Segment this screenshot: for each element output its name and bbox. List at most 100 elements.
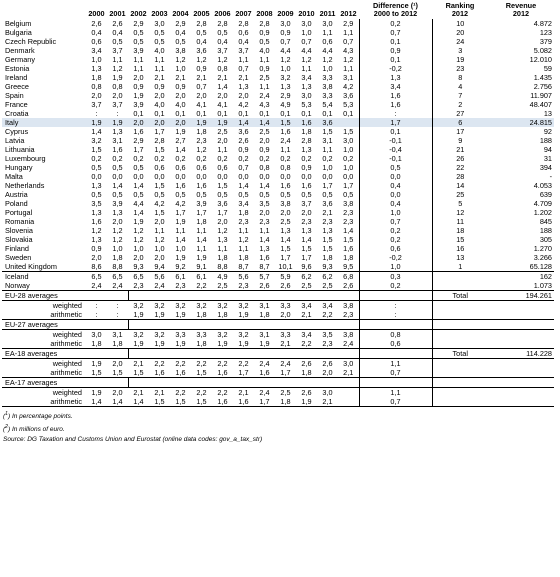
- year-value: 0,5: [175, 37, 186, 46]
- year-value: 2,6: [238, 136, 249, 145]
- year-value: 2,0: [154, 91, 165, 100]
- year-value: 1,1: [196, 226, 207, 235]
- year-value: 2,3: [301, 217, 312, 226]
- year-value: 1,3: [238, 82, 249, 91]
- year-value: 2,0: [170, 118, 191, 127]
- year-value: 1,8: [196, 339, 207, 348]
- section-spacer: [128, 290, 359, 301]
- year-value: 1,0: [280, 64, 291, 73]
- year-value: 2,0: [91, 253, 102, 262]
- year-value: 2,4: [91, 281, 102, 290]
- year-value: 2,0: [128, 118, 149, 127]
- year-value: 4,4: [133, 199, 144, 208]
- difference-value: 0,0: [358, 190, 433, 199]
- revenue-blank: [488, 388, 554, 398]
- year-value: 1,7: [175, 208, 186, 217]
- year-value: 0,5: [154, 28, 165, 37]
- difference-value: 1,0: [358, 208, 433, 217]
- year-value: 9,3: [133, 262, 144, 271]
- ranking-header-line1: Ranking: [445, 1, 475, 10]
- ranking-value: 14: [456, 181, 465, 190]
- year-value: 5,4: [322, 100, 333, 109]
- year-value: 1,4: [259, 235, 270, 244]
- year-value: 1,2: [91, 226, 102, 235]
- year-value: 1,9: [91, 359, 102, 368]
- year-value: 0,5: [259, 37, 270, 46]
- country-name: Ireland: [5, 73, 28, 82]
- country-name: Bulgaria: [5, 28, 32, 37]
- year-value: 4,1: [196, 100, 207, 109]
- difference-value: 0,4: [358, 181, 433, 190]
- year-value: 1,2: [133, 235, 144, 244]
- year-value: 1,0: [343, 163, 354, 172]
- difference-value: 0,5: [358, 163, 433, 172]
- revenue-value: 639: [539, 190, 552, 199]
- revenue-value: 31: [543, 154, 552, 163]
- header-row: 2000 2001 2002 2003 2004 2005 2006 2007 …: [2, 0, 554, 19]
- table-row: Netherlands 1,3 1,4 1,4 1,5 1,6 1,6 1,5 1,4 1,4 1,…: [2, 181, 554, 190]
- year-value: 2,9: [133, 19, 144, 28]
- year-value: 2,2: [175, 359, 186, 368]
- year-value: 0,0: [301, 172, 312, 181]
- difference-header-line1: Difference (¹): [372, 1, 418, 10]
- year-value: 1,2: [154, 235, 165, 244]
- difference-value: -0,2: [358, 253, 433, 262]
- year-value: 2,8: [301, 136, 312, 145]
- year-value: 2,3: [322, 339, 333, 348]
- year-value: 1,9: [238, 310, 249, 319]
- table-row: Iceland 6,5 6,5 6,5 5,6 6,1 6,1 4,9 5,6 5,7 5,9 6,2…: [2, 271, 554, 281]
- year-value: 2,5: [259, 73, 270, 82]
- year-value: 2,3: [343, 310, 354, 319]
- year-value: 0,7: [280, 37, 291, 46]
- year-value: 1,8: [343, 253, 354, 262]
- year-value: 1,3: [91, 181, 102, 190]
- year-value: 2,0: [91, 91, 102, 100]
- year-value: 1,3: [301, 226, 312, 235]
- year-value: 3,5: [259, 199, 270, 208]
- revenue-blank: [488, 330, 554, 340]
- year-value: 2,5: [217, 281, 228, 290]
- average-row: arithmetic:: 1,9 1,9 1,9 1,8 1,8 1,9 1,8 2,0 2,1 2…: [2, 310, 554, 320]
- year-value: 4,2: [343, 82, 354, 91]
- year-value: 0,2: [217, 154, 228, 163]
- year-value: 2,2: [217, 359, 228, 368]
- average-row: weighted:: 3,2 3,2 3,2 3,2 3,2 3,2 3,1 3,3 3,4 3,4…: [2, 300, 554, 310]
- revenue-value: 123: [539, 28, 552, 37]
- year-value: 0,6: [196, 163, 207, 172]
- year-value: 0,9: [175, 82, 186, 91]
- country-name: Latvia: [5, 136, 25, 145]
- revenue-blank: [488, 368, 554, 378]
- year-value: 1,1: [238, 226, 249, 235]
- year-value: 1,5: [91, 145, 102, 154]
- ranking-value: 16: [456, 244, 465, 253]
- year-value: 0,4: [175, 28, 186, 37]
- difference-value: :: [358, 310, 433, 320]
- year-value: 1,1: [259, 82, 270, 91]
- year-value: 1,1: [343, 28, 354, 37]
- year-value: 3,0: [322, 19, 333, 28]
- year-value: 0,2: [196, 154, 207, 163]
- year-value: 0,5: [217, 190, 228, 199]
- year-value: 1,3: [91, 208, 102, 217]
- year-value: 1,9: [86, 118, 107, 127]
- country-name: Belgium: [5, 19, 32, 28]
- year-value: 4,0: [154, 100, 165, 109]
- year-value: 3,2: [154, 301, 165, 310]
- year-value: 2,9: [343, 19, 354, 28]
- year-value: 0,1: [259, 109, 270, 118]
- year-value: 1,5: [149, 397, 170, 407]
- year-value: 0,7: [238, 64, 249, 73]
- country-name: Spain: [5, 91, 24, 100]
- year-value: 1,4: [175, 145, 186, 154]
- country-name: Croatia: [5, 109, 29, 118]
- year-value: 2,2: [238, 359, 249, 368]
- year-value: 8,8: [112, 262, 123, 271]
- year-value: :: [95, 301, 98, 310]
- year-value: 8,7: [259, 262, 270, 271]
- year-value: 1,4: [86, 397, 107, 407]
- year-value: 2,5: [259, 127, 270, 136]
- year-value: 1,2: [133, 226, 144, 235]
- year-value: 0,1: [196, 109, 207, 118]
- year-value: 2,9: [175, 19, 186, 28]
- year-value: 3,6: [196, 46, 207, 55]
